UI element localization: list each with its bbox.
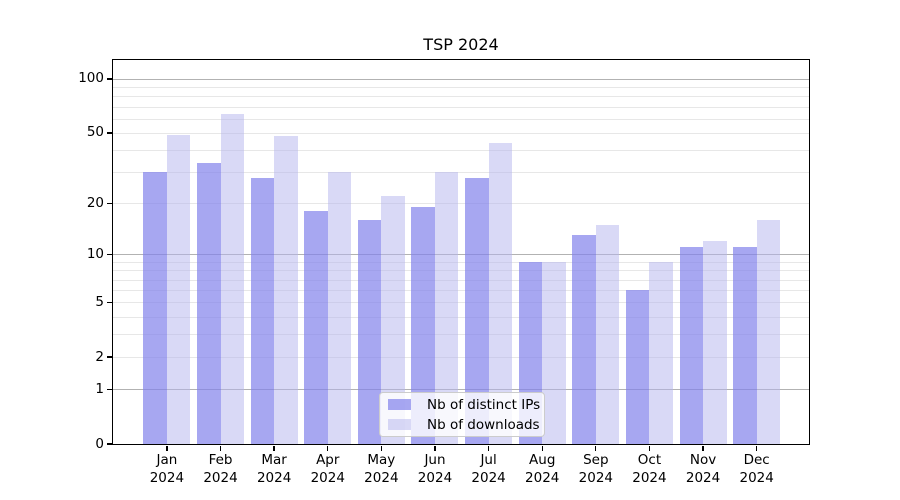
x-tick-label: Mar 2024 xyxy=(256,452,292,486)
y-tick-label: 20 xyxy=(86,194,104,211)
bar-downloads xyxy=(381,195,405,444)
y-tick-mark xyxy=(106,356,112,358)
bar-distinct-ips xyxy=(572,235,596,444)
gridline-minor xyxy=(113,357,809,359)
gridline-minor xyxy=(113,279,809,281)
x-tick-mark xyxy=(648,445,651,451)
plot-area xyxy=(113,60,809,444)
y-tick-label: 1 xyxy=(95,380,104,397)
gridline-minor xyxy=(113,96,809,98)
bar-downloads xyxy=(542,261,566,444)
y-tick-mark xyxy=(106,253,112,255)
x-tick-label: Jul 2024 xyxy=(471,452,506,486)
gridline-minor xyxy=(113,203,809,205)
gridline-minor xyxy=(113,261,809,263)
y-tick-mark xyxy=(106,443,112,445)
x-tick-label: Jun 2024 xyxy=(417,452,453,486)
bar-distinct-ips xyxy=(411,207,435,444)
x-tick-label: Oct 2024 xyxy=(632,452,667,486)
bar-distinct-ips xyxy=(733,247,757,444)
gridline-minor xyxy=(113,290,809,292)
x-tick-label: Sep 2024 xyxy=(578,452,613,486)
bar-distinct-ips xyxy=(304,211,328,444)
y-tick-mark xyxy=(106,301,112,303)
bar-distinct-ips xyxy=(625,290,650,444)
y-tick-label: 0 xyxy=(95,435,104,452)
x-tick-label: Feb 2024 xyxy=(203,452,238,486)
chart-title: TSP 2024 xyxy=(423,35,499,54)
bar-downloads xyxy=(327,172,352,444)
y-tick-mark xyxy=(106,132,112,134)
gridline-minor xyxy=(113,132,809,134)
bar-downloads xyxy=(434,172,459,444)
bar-distinct-ips xyxy=(143,172,167,444)
x-tick-mark xyxy=(219,445,222,451)
gridline-major xyxy=(113,78,809,80)
gridline-minor xyxy=(113,150,809,152)
y-tick-label: 2 xyxy=(95,348,104,365)
bar-downloads xyxy=(488,142,513,444)
bar-downloads xyxy=(703,241,727,444)
bar-distinct-ips xyxy=(357,219,382,444)
gridline-minor xyxy=(113,118,809,120)
x-tick-mark xyxy=(595,445,597,451)
gridline-minor xyxy=(113,302,809,304)
bar-downloads xyxy=(756,219,781,444)
y-tick-mark xyxy=(106,78,112,80)
y-tick-label: 10 xyxy=(86,245,104,262)
x-tick-mark xyxy=(380,445,382,451)
legend-label-downloads: Nb of downloads xyxy=(427,416,540,433)
y-tick-mark xyxy=(106,202,112,204)
x-tick-mark xyxy=(541,445,543,451)
y-tick-label: 5 xyxy=(95,293,104,310)
legend: Nb of distinct IPs Nb of downloads xyxy=(379,392,545,437)
legend-item-distinct-ips: Nb of distinct IPs xyxy=(380,398,544,412)
bar-downloads xyxy=(649,261,673,444)
y-tick-label: 50 xyxy=(86,124,104,141)
x-tick-label: Dec 2024 xyxy=(739,452,774,486)
legend-item-downloads: Nb of downloads xyxy=(380,418,544,432)
y-tick-mark xyxy=(106,388,112,390)
x-tick-mark xyxy=(327,445,329,451)
x-tick-mark xyxy=(166,445,168,451)
bar-downloads xyxy=(595,224,620,444)
gridline-minor xyxy=(113,106,809,108)
gridline-major xyxy=(113,254,809,256)
y-tick-label: 100 xyxy=(78,70,104,87)
bar-downloads xyxy=(166,134,191,444)
bar-distinct-ips xyxy=(679,247,704,444)
x-tick-label: Nov 2024 xyxy=(685,452,721,486)
x-tick-label: May 2024 xyxy=(364,452,399,486)
legend-swatch-distinct-ips xyxy=(388,399,411,410)
gridline-major xyxy=(113,389,809,391)
x-tick-label: Apr 2024 xyxy=(310,452,345,486)
bar-downloads xyxy=(220,113,245,444)
legend-label-distinct-ips: Nb of distinct IPs xyxy=(427,396,541,413)
x-tick-mark xyxy=(434,445,436,451)
x-tick-mark xyxy=(273,445,275,451)
legend-swatch-downloads xyxy=(388,419,411,430)
gridline-minor xyxy=(113,316,809,318)
bar-distinct-ips xyxy=(197,162,221,444)
bar-distinct-ips xyxy=(465,177,489,444)
gridline-minor xyxy=(113,334,809,336)
x-tick-label: Jan 2024 xyxy=(149,452,185,486)
bar-distinct-ips xyxy=(250,177,275,444)
gridline-minor xyxy=(113,172,809,174)
x-tick-mark xyxy=(756,445,758,451)
gridline-minor xyxy=(113,87,809,89)
x-tick-mark xyxy=(487,445,490,451)
gridline-minor xyxy=(113,270,809,272)
x-tick-mark xyxy=(702,445,704,451)
x-tick-label: Aug 2024 xyxy=(525,452,560,486)
bar-downloads xyxy=(274,136,298,444)
